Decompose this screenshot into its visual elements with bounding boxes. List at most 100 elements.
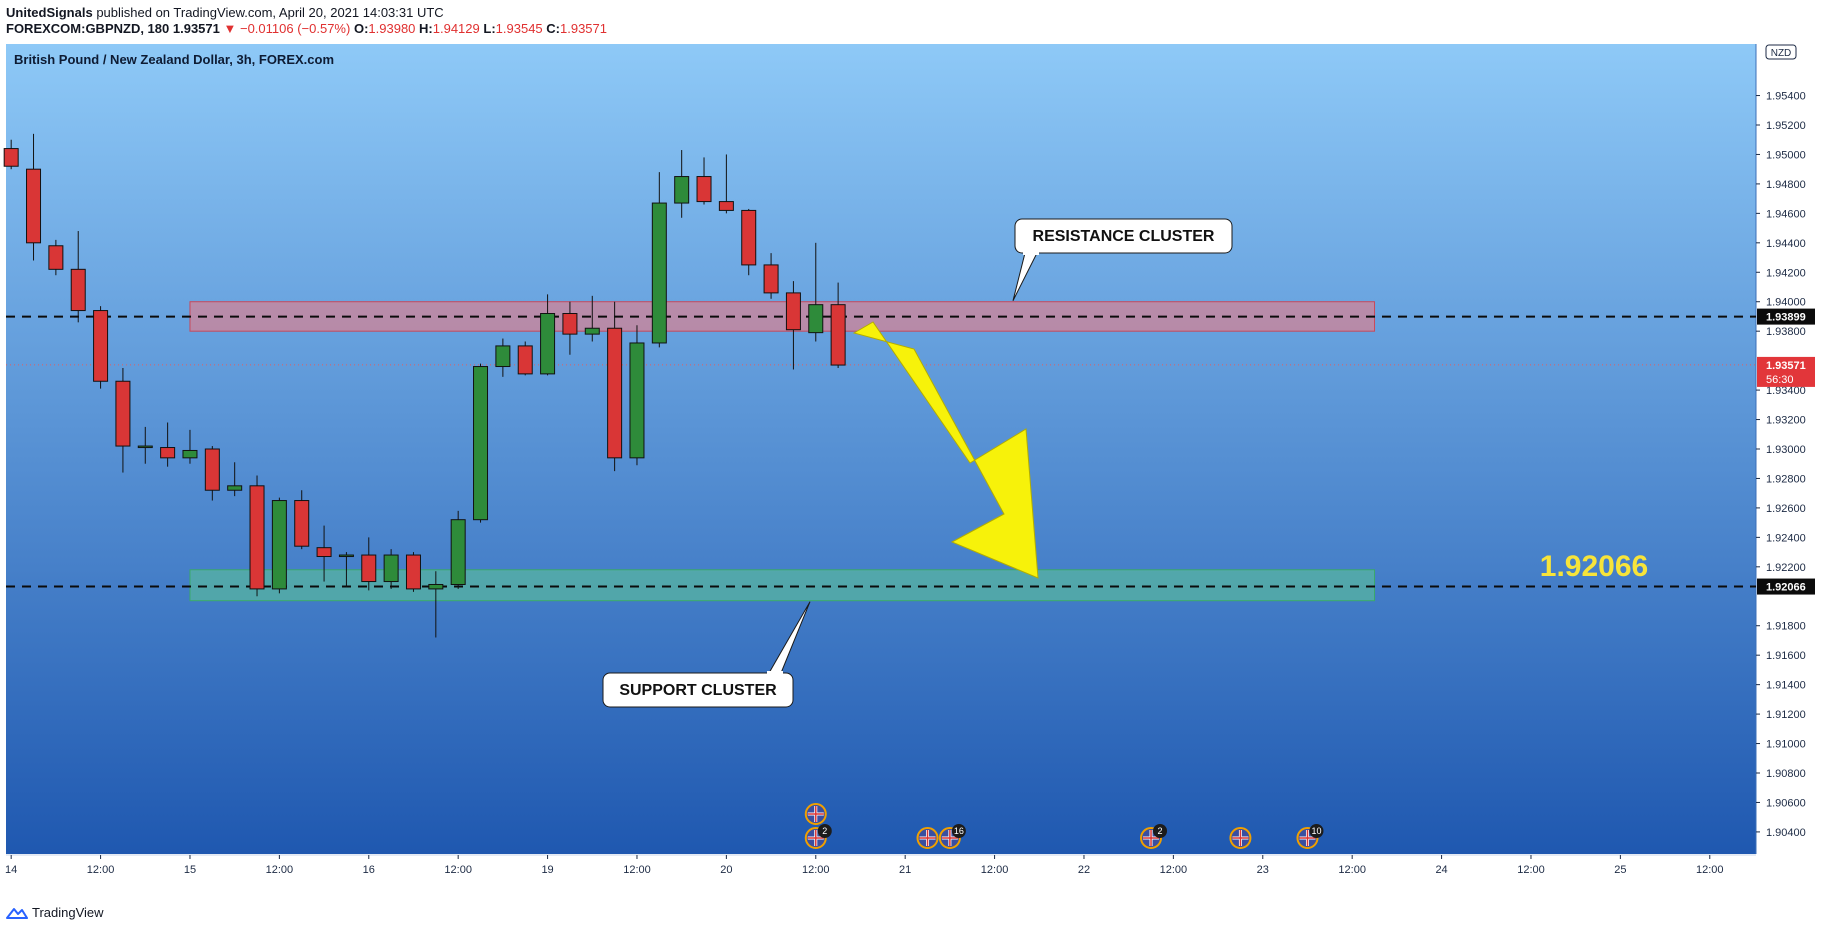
publisher-name[interactable]: UnitedSignals: [6, 5, 93, 20]
candle-body: [718, 201, 734, 211]
event-count-badge: [951, 824, 966, 838]
candle[interactable]: [629, 325, 645, 466]
published-text: published on TradingView.com, April 20, …: [96, 5, 444, 20]
candle-body: [651, 202, 667, 344]
y-tick-label: 1.95000: [1766, 149, 1806, 161]
candle-body: [696, 176, 712, 203]
candle[interactable]: [137, 426, 153, 464]
candle[interactable]: [70, 231, 86, 323]
symbol-label[interactable]: FOREXCOM:GBPNZD, 180: [6, 21, 170, 36]
x-tick-label: 16: [363, 864, 375, 876]
candle[interactable]: [338, 552, 354, 588]
candle[interactable]: [428, 571, 444, 638]
y-tick-label: 1.94800: [1766, 179, 1806, 191]
candle[interactable]: [718, 154, 734, 214]
high-value: 1.94129: [432, 21, 480, 36]
x-tick-label: 12:00: [802, 864, 830, 876]
candle[interactable]: [540, 294, 556, 376]
candle[interactable]: [607, 301, 623, 472]
resistance-callout[interactable]: [1014, 218, 1233, 254]
candle[interactable]: [473, 363, 489, 523]
candle[interactable]: [517, 341, 533, 376]
event-count-badge: [1309, 824, 1324, 838]
candle-body: [629, 342, 645, 459]
candle-body: [383, 554, 399, 583]
candle[interactable]: [294, 490, 310, 550]
candle[interactable]: [361, 537, 377, 591]
support-callout[interactable]: [602, 672, 794, 708]
chart-canvas[interactable]: RESISTANCE CLUSTER SUPPORT CLUSTER 1.92066…: [0, 44, 1828, 897]
calendar-event-icon[interactable]: [1229, 827, 1252, 849]
candle-body: [495, 345, 511, 368]
candle[interactable]: [584, 295, 600, 342]
candle[interactable]: [227, 462, 243, 497]
candle-body: [137, 445, 153, 449]
candle[interactable]: [160, 422, 176, 467]
y-tick-label: 1.93400: [1766, 385, 1806, 397]
target-arrow[interactable]: [852, 321, 1039, 579]
y-tick-label: 1.91600: [1766, 650, 1806, 662]
candle[interactable]: [741, 208, 757, 276]
x-tick-label: 25: [1614, 864, 1626, 876]
tradingview-logo-icon[interactable]: [6, 906, 28, 920]
candle[interactable]: [249, 475, 265, 597]
candle[interactable]: [48, 239, 64, 276]
candle-body: [70, 268, 86, 312]
candle-body: [741, 209, 757, 266]
candle[interactable]: [450, 510, 466, 589]
candle[interactable]: [316, 525, 332, 582]
candle-body: [830, 304, 846, 366]
candle[interactable]: [383, 549, 399, 589]
candle[interactable]: [3, 139, 19, 170]
x-tick-label: 20: [720, 864, 732, 876]
candle[interactable]: [562, 301, 578, 355]
candle-body: [808, 304, 824, 334]
candle-body: [674, 176, 690, 204]
candle-body: [249, 485, 265, 590]
y-tick-label: 1.92800: [1766, 473, 1806, 485]
low-value: 1.93545: [495, 21, 543, 36]
high-label: H:: [419, 21, 433, 36]
x-tick-label: 23: [1257, 864, 1269, 876]
y-tick-label: 1.94600: [1766, 208, 1806, 220]
candle-body: [450, 519, 466, 585]
event-count-label: 2: [1158, 826, 1163, 836]
candle[interactable]: [651, 172, 667, 348]
support-callout-label: SUPPORT CLUSTER: [619, 682, 777, 699]
x-tick-label: 12:00: [87, 864, 115, 876]
candle[interactable]: [182, 429, 198, 464]
low-label: L:: [483, 21, 496, 36]
candle[interactable]: [115, 368, 131, 473]
calendar-event-icon[interactable]: [804, 803, 827, 825]
last-price: 1.93571: [172, 21, 220, 36]
chart-header: UnitedSignals published on TradingView.c…: [0, 0, 1828, 44]
ohlc-legend: FOREXCOM:GBPNZD, 180 1.93571 ▼ −0.01106 …: [6, 21, 607, 36]
candle-body: [271, 500, 287, 590]
candle[interactable]: [204, 446, 220, 501]
candle[interactable]: [785, 281, 801, 370]
candle[interactable]: [763, 253, 779, 299]
price-change: ▼ −0.01106 (−0.57%): [223, 21, 351, 36]
candle[interactable]: [271, 497, 287, 594]
chart-footer: TradingView: [0, 897, 1828, 929]
y-tick-label: 1.93200: [1766, 415, 1806, 427]
candle[interactable]: [93, 306, 109, 389]
candle-body: [517, 345, 533, 375]
candle[interactable]: [405, 552, 421, 592]
x-tick-label: 12:00: [623, 864, 651, 876]
x-tick-label: 12:00: [1338, 864, 1366, 876]
candle[interactable]: [495, 338, 511, 377]
candle[interactable]: [674, 150, 690, 218]
currency-badge[interactable]: NZD: [1765, 44, 1797, 60]
candle[interactable]: [696, 157, 712, 205]
candle-body: [473, 366, 489, 521]
calendar-event-icon[interactable]: [916, 827, 939, 849]
candle-body: [160, 447, 176, 459]
publish-info: UnitedSignals published on TradingView.c…: [6, 5, 444, 20]
x-tick-label: 21: [899, 864, 911, 876]
event-count-badge: [1153, 824, 1168, 838]
candle[interactable]: [808, 242, 824, 342]
candle[interactable]: [830, 282, 846, 368]
candle[interactable]: [26, 133, 42, 261]
footer-brand[interactable]: TradingView: [32, 905, 104, 920]
